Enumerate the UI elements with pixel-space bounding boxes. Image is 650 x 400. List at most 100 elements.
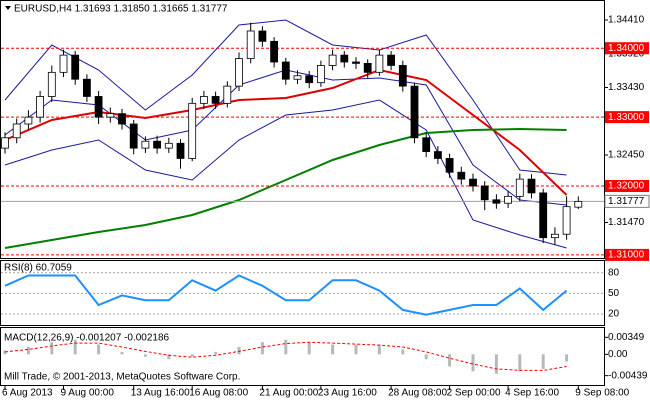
candle-body	[469, 178, 477, 187]
indicator-line	[4, 99, 567, 249]
macd-bar	[26, 347, 30, 355]
chart-title: EURUSD,H4 1.31693 1.31850 1.31665 1.3177…	[14, 4, 228, 15]
macd-bar	[494, 354, 498, 374]
macd-bar	[307, 342, 311, 355]
candle-body	[188, 102, 197, 159]
candle-body	[387, 54, 396, 66]
level-label: 1.32000	[608, 181, 645, 192]
macd-tick-label: 0.00349	[608, 332, 645, 343]
macd-bar	[97, 344, 101, 355]
macd-tick-label: 0.00	[608, 349, 628, 360]
x-tick-label: 21 Aug 00:00	[259, 388, 318, 399]
level-label-box	[605, 42, 649, 55]
y-tick-label: 1.34410	[608, 15, 645, 26]
macd-bar	[3, 350, 7, 355]
macd-bar	[424, 354, 428, 360]
title-arrow	[5, 6, 11, 10]
level-label-box	[605, 111, 649, 124]
candle-body	[199, 96, 208, 104]
macd-bar	[120, 351, 124, 355]
rsi-tick-label: 80	[608, 267, 620, 278]
candle-body	[83, 78, 91, 97]
macd-bar	[565, 354, 569, 362]
candle-body	[211, 96, 220, 104]
candle-body	[352, 61, 360, 64]
candle-body	[176, 142, 185, 159]
level-label: 1.31000	[608, 250, 645, 261]
candle-body	[129, 123, 138, 149]
macd-bar	[73, 339, 77, 355]
candle-body	[258, 30, 267, 42]
macd-bar	[260, 342, 264, 355]
candle-body	[562, 206, 571, 235]
candle-body	[363, 62, 372, 73]
macd-bar	[448, 354, 452, 367]
rsi-tick-label: 50	[608, 288, 620, 299]
x-tick-label: 6 Aug 2013	[2, 388, 53, 399]
candle-body	[539, 192, 548, 239]
candle-body	[445, 158, 454, 173]
level-label-box	[605, 180, 649, 193]
candle-body	[47, 71, 56, 97]
candle-body	[422, 137, 431, 152]
macd-bar	[167, 354, 171, 360]
macd-label: MACD(12,26,9) -0.001207 -0.002186	[4, 333, 170, 344]
candle-body	[141, 140, 150, 149]
level-label-box	[605, 248, 649, 261]
footer: Mill Trade, © 2001-2013, MetaQuotes Soft…	[4, 372, 240, 383]
candle-body	[410, 85, 419, 139]
x-tick-label: 23 Aug 16:00	[318, 388, 377, 399]
candle-body	[492, 199, 501, 204]
current-price-box	[604, 194, 650, 208]
macd-signal	[4, 341, 567, 371]
level-label: 1.33000	[608, 112, 645, 123]
rsi-label: RSI(8) 60.7059	[4, 263, 72, 274]
candle-body	[164, 142, 173, 149]
macd-panel	[0, 327, 605, 386]
y-tick-label: 1.33430	[608, 82, 645, 93]
candle-body	[433, 151, 442, 159]
candle-body	[551, 233, 559, 239]
candle-body	[574, 200, 583, 208]
candle-body	[504, 195, 513, 204]
main-panel	[0, 0, 605, 259]
candle-body	[153, 140, 162, 149]
rsi-line	[4, 274, 568, 316]
candle-body	[527, 178, 536, 194]
candle-body	[24, 116, 33, 125]
indicator-line	[4, 19, 567, 176]
macd-bar	[401, 349, 405, 355]
candle-body	[59, 54, 68, 73]
x-tick-label: 4 Sep 16:00	[505, 388, 559, 399]
macd-bar	[541, 354, 545, 369]
candle-body	[118, 113, 126, 125]
y-tick-label: 1.32450	[608, 150, 645, 161]
candle-body	[12, 123, 21, 139]
candle-body	[375, 54, 384, 73]
level-label: 1.34000	[608, 43, 645, 54]
candle-body	[515, 178, 524, 197]
indicator-line	[4, 127, 567, 249]
candle-body	[316, 65, 325, 84]
macd-bar	[377, 345, 381, 355]
macd-bar	[237, 347, 241, 355]
x-tick-label: 13 Aug 16:00	[131, 388, 190, 399]
candle-body	[94, 96, 103, 118]
candle-body	[480, 185, 489, 201]
macd-tick-label: -0.00439	[608, 370, 648, 381]
candle-body	[223, 85, 232, 104]
candle-body	[270, 40, 279, 63]
candle-body	[281, 61, 290, 80]
x-tick-label: 28 Aug 08:00	[388, 388, 447, 399]
rsi-panel	[0, 260, 605, 326]
candle-body	[293, 75, 302, 80]
macd-bar	[331, 344, 335, 355]
macd-bar	[50, 342, 54, 355]
macd-bar	[471, 354, 475, 372]
macd-bar	[518, 354, 522, 372]
candle-body	[36, 96, 44, 118]
y-tick-label: 1.31470	[608, 217, 645, 228]
x-tick-label: 9 Aug 00:00	[61, 388, 115, 399]
candle-body	[305, 75, 314, 84]
